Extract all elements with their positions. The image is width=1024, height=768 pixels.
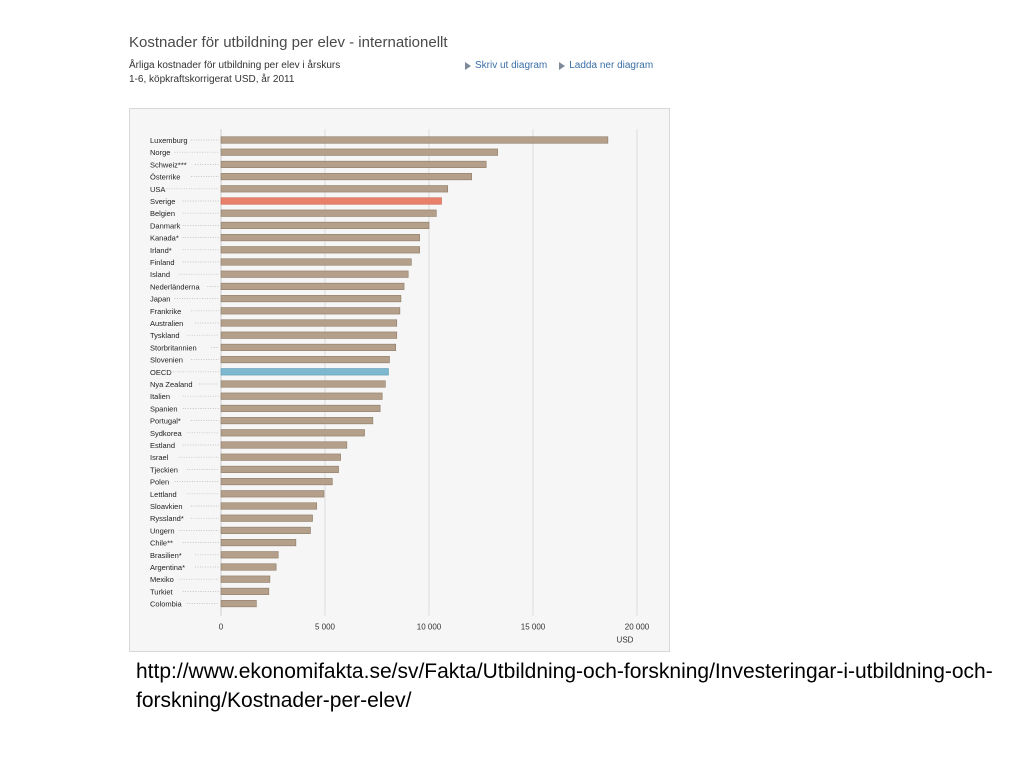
bar: [220, 563, 277, 571]
category-label: Italien: [150, 392, 170, 401]
category-label: Brasilien*: [150, 551, 182, 560]
bar: [220, 234, 420, 242]
bar: [220, 197, 442, 205]
bar: [220, 148, 498, 156]
bar: [220, 441, 348, 449]
bar: [220, 136, 609, 144]
bar: [220, 295, 402, 303]
bar: [220, 173, 472, 181]
category-label: Argentina*: [150, 563, 185, 572]
bar: [220, 368, 389, 376]
bar: [220, 380, 386, 388]
category-label: Schweiz***: [150, 160, 187, 169]
category-label: Turkiet: [150, 587, 174, 596]
category-label: Japan: [150, 295, 170, 304]
category-label: Finland: [150, 258, 175, 267]
download-chart-link[interactable]: Ladda ner diagram: [559, 60, 653, 71]
x-axis-label: USD: [617, 636, 634, 645]
category-label: Island: [150, 270, 170, 279]
print-chart-link[interactable]: Skriv ut diagram: [465, 60, 547, 71]
bar: [220, 307, 401, 315]
category-label: Estland: [150, 441, 175, 450]
category-label: Sverige: [150, 197, 175, 206]
bar: [220, 319, 398, 327]
category-label: Sydkorea: [150, 429, 183, 438]
bar: [220, 343, 397, 351]
category-label: OECD: [150, 368, 172, 377]
bar: [220, 429, 365, 437]
bar: [220, 526, 311, 534]
category-label: Portugal*: [150, 417, 181, 426]
chart-actions: Skriv ut diagram Ladda ner diagram: [465, 60, 653, 71]
category-label: Belgien: [150, 209, 175, 218]
bar: [220, 465, 339, 473]
bar-chart: 0 5 000 10 000 15 000 20 000 USD Luxemburg Norg…: [150, 129, 650, 645]
category-label: Lettland: [150, 490, 177, 499]
category-label: Frankrike: [150, 307, 181, 316]
category-label: Danmark: [150, 221, 181, 230]
category-label: Österrike: [150, 173, 180, 182]
bar: [220, 587, 270, 595]
print-chart-label: Skriv ut diagram: [475, 60, 548, 71]
bar: [220, 282, 405, 290]
bar: [220, 209, 437, 217]
bar: [220, 160, 487, 168]
x-tick-label: 20 000: [625, 623, 650, 632]
category-label: Colombia: [150, 600, 183, 609]
category-label: Tyskland: [150, 331, 180, 340]
category-label: Nederländerna: [150, 282, 200, 291]
category-label: Luxemburg: [150, 136, 188, 145]
chart-area: 0 5 000 10 000 15 000 20 000 USD Luxemburg Norg…: [129, 108, 670, 652]
triangle-right-icon: [559, 61, 566, 70]
bar: [220, 331, 398, 339]
category-label: Nya Zealand: [150, 380, 193, 389]
bar: [220, 185, 449, 193]
category-label: Storbritannien: [150, 343, 197, 352]
category-label: Norge: [150, 148, 170, 157]
chart-subtitle: Årliga kostnader för utbildning per elev…: [129, 60, 341, 85]
x-tick-label: 5 000: [315, 623, 336, 632]
category-label: Australien: [150, 319, 183, 328]
page-title: Kostnader för utbildning per elev - inte…: [129, 34, 448, 51]
x-tick-label: 15 000: [521, 623, 546, 632]
bar: [220, 453, 341, 461]
bar: [220, 246, 420, 254]
category-label: Mexiko: [150, 575, 174, 584]
category-label: USA: [150, 185, 165, 194]
bar: [220, 600, 257, 608]
bar: [220, 539, 297, 547]
x-tick-label: 10 000: [417, 623, 442, 632]
category-label: Polen: [150, 478, 169, 487]
bar: [220, 514, 313, 522]
category-label: Chile**: [150, 539, 173, 548]
bar: [220, 258, 412, 266]
bar: [220, 270, 409, 278]
category-label: Sloavkien: [150, 502, 183, 511]
source-url: http://www.ekonomifakta.se/sv/Fakta/Utbi…: [136, 660, 993, 712]
bar: [220, 356, 390, 364]
category-label: Israel: [150, 453, 169, 462]
category-label: Irland*: [150, 246, 172, 255]
category-label: Tjeckien: [150, 465, 178, 474]
category-label: Ryssland*: [150, 514, 184, 523]
x-tick-label: 0: [219, 623, 224, 632]
bar: [220, 502, 317, 510]
bar: [220, 404, 381, 412]
category-label: Kanada*: [150, 234, 179, 243]
bar: [220, 221, 430, 229]
bar: [220, 575, 271, 583]
bar: [220, 417, 374, 425]
category-label: Slovenien: [150, 356, 183, 365]
category-label: Ungern: [150, 526, 175, 535]
triangle-right-icon: [465, 61, 471, 70]
bar: [220, 392, 383, 400]
bar: [220, 478, 333, 486]
bar: [220, 490, 325, 498]
download-chart-label: Ladda ner diagram: [569, 60, 654, 71]
bar: [220, 551, 279, 559]
category-label: Spanien: [150, 404, 178, 413]
